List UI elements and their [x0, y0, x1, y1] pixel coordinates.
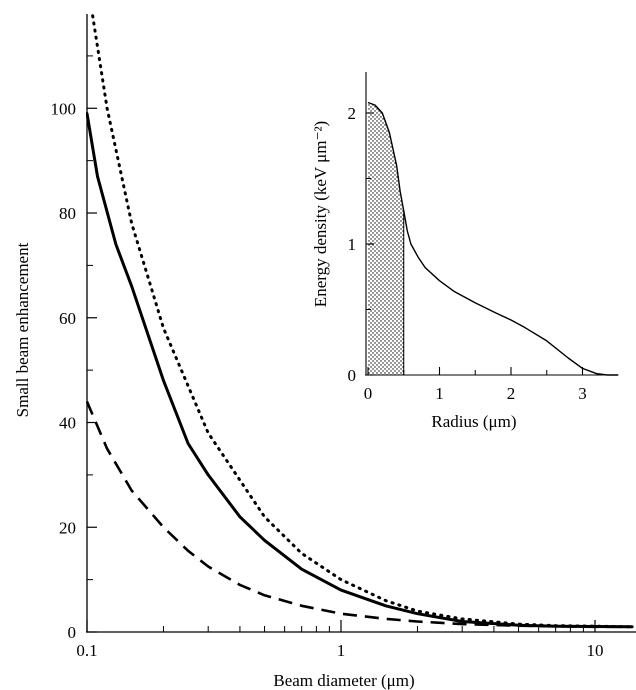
inset-energy-density-line: [367, 101, 619, 376]
main-series-dotted-line: [90, 14, 634, 629]
main-y-tick-label: 20: [59, 518, 76, 537]
inset-shaded-area: [368, 102, 404, 375]
main-y-tick-label: 0: [68, 623, 77, 642]
inset-x-tick-label: 1: [435, 384, 444, 403]
main-y-tick-label: 40: [59, 414, 76, 433]
inset-y-tick-label: 1: [348, 235, 357, 254]
inset-x-tick-label: 3: [578, 384, 587, 403]
main-y-ticks: 0 20 40 60 80 100: [51, 55, 97, 642]
main-x-tick-label: 10: [587, 641, 604, 660]
inset-shaded-region: [368, 102, 405, 375]
main-x-tick-label: 0.1: [76, 641, 97, 660]
inset-x-tick-label: 2: [507, 384, 516, 403]
inset-y-tick-label: 2: [348, 104, 357, 123]
inset-series: [367, 101, 619, 376]
main-y-tick-label: 80: [59, 204, 76, 223]
inset-x-axis-title: Radius (μm): [431, 412, 516, 431]
main-x-axis-title: Beam diameter (μm): [273, 671, 414, 690]
main-y-tick-label: 100: [51, 99, 77, 118]
main-series: [86, 14, 634, 629]
inset-chart: 0 1 2 3 0 1 2 Radius (μm) Energy density (keV…: [311, 72, 619, 431]
inset-x-tick-label: 0: [364, 384, 373, 403]
main-x-ticks: 0.1 1 10: [76, 620, 604, 660]
main-series-solid-line: [86, 112, 634, 629]
main-series-dashed-line: [86, 401, 633, 629]
main-y-axis-title: Small beam enhancement: [13, 242, 32, 417]
main-y-tick-label: 60: [59, 309, 76, 328]
inset-x-ticks: 0 1 2 3: [364, 367, 587, 403]
inset-y-tick-label: 0: [348, 366, 357, 385]
main-x-tick-label: 1: [337, 641, 346, 660]
inset-y-axis-title: Energy density (keV μm⁻²): [311, 121, 330, 307]
